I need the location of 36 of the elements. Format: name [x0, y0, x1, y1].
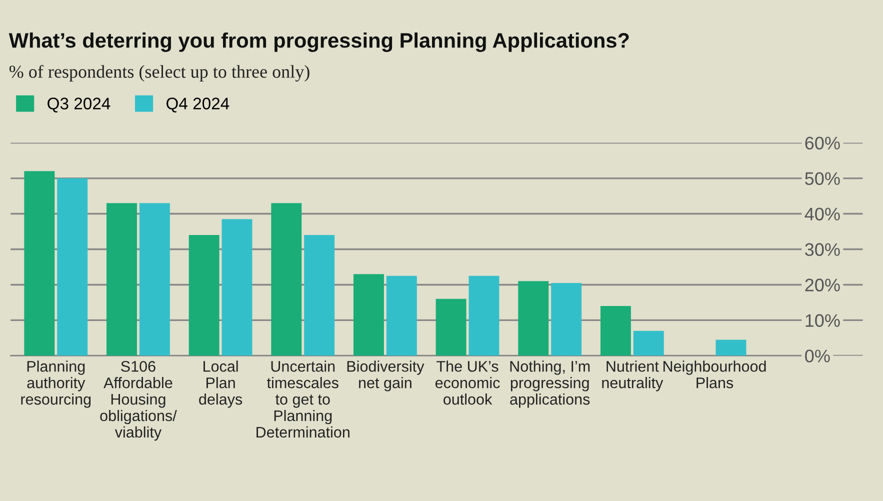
x-tick-label: S106 Affordable Housing obligations/ viablity: [100, 360, 177, 441]
y-tick-label: 30%: [805, 243, 840, 256]
bar: [716, 340, 746, 356]
x-tick-label: Nothing, I’m progressing applications: [510, 360, 590, 408]
bar: [600, 306, 631, 356]
bar: [222, 219, 252, 356]
bar: [57, 178, 88, 356]
x-tick-label: Biodiversity net gain: [347, 360, 424, 392]
bar: [518, 281, 549, 356]
bar: [139, 203, 170, 356]
bar: [633, 330, 664, 356]
bar: [436, 298, 466, 356]
bar: [353, 274, 384, 356]
legend-label: Q4 2024: [166, 98, 230, 112]
bar: [551, 282, 582, 356]
y-tick-label: 0%: [805, 350, 830, 362]
bar: [24, 171, 55, 356]
x-tick-label: The UK’s economic outlook: [435, 360, 500, 405]
y-tick-label: 10%: [806, 314, 840, 327]
bar: [304, 235, 335, 356]
x-tick-label: Local Plan delays: [199, 360, 242, 408]
y-tick-label: 50%: [805, 172, 840, 185]
legend-label: Q3 2024: [48, 98, 110, 112]
bar: [106, 203, 137, 356]
y-tick-label: 60%: [805, 136, 840, 150]
bar: [271, 203, 302, 356]
x-tick-label: Planning authority resourcing: [21, 360, 91, 408]
bar: [188, 235, 220, 356]
bar: [468, 276, 500, 356]
bar: [386, 276, 417, 356]
y-tick-label: 40%: [804, 208, 840, 220]
chart-subtitle: % of respondents (select up to three only): [9, 64, 310, 82]
x-tick-label: Nutrient neutrality: [602, 360, 664, 392]
chart-title: What’s deterring you from progressing Planning Applications?: [8, 32, 629, 52]
x-tick-label: Neighbourhood Plans: [664, 360, 766, 388]
y-tick-label: 20%: [805, 278, 840, 292]
